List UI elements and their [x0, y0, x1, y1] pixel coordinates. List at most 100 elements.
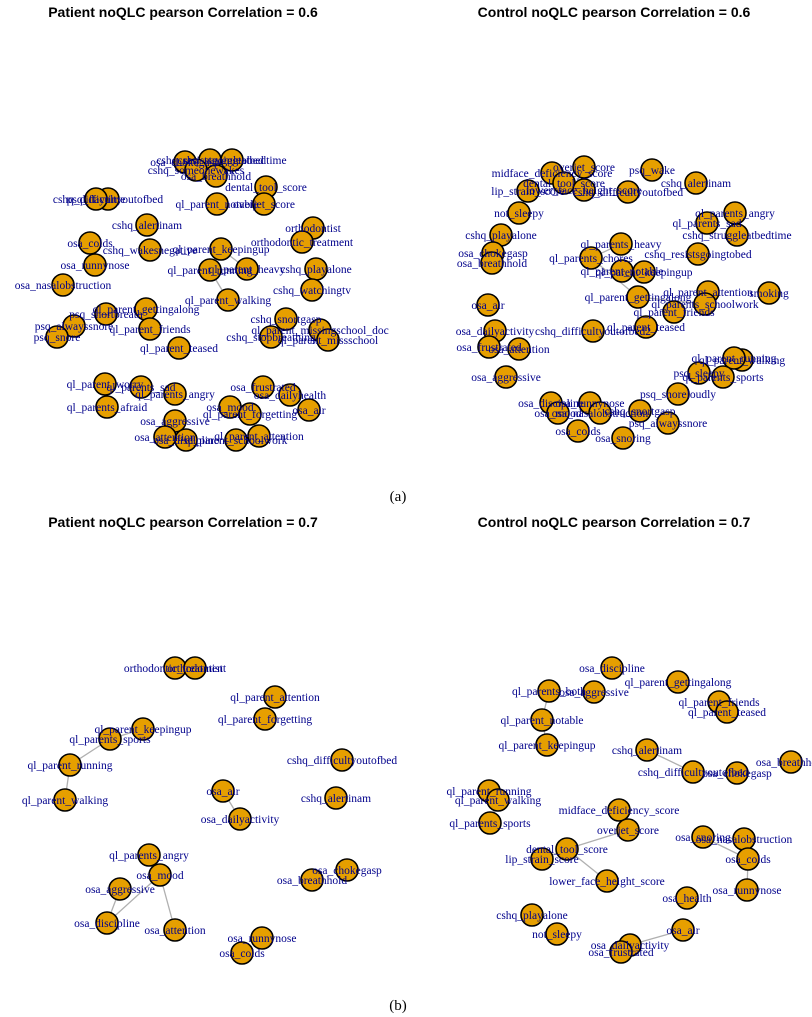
network-node — [611, 426, 635, 450]
node-label: ql_parent_keepingup — [595, 267, 692, 279]
network-node — [486, 788, 510, 812]
node-label: cshq_playalone — [280, 264, 352, 276]
network-node — [579, 246, 603, 270]
node-label: cshq_alertinam — [112, 220, 182, 232]
node-label: osa_aggressive — [559, 687, 629, 699]
node-label: ql_parents_chores — [549, 253, 633, 265]
network-node — [588, 401, 612, 425]
node-label: ql_parent_friends — [678, 697, 760, 709]
node-label: osa_frustrated — [588, 947, 653, 959]
node-label: osa_runnynose — [61, 260, 130, 272]
network-node — [662, 300, 686, 324]
network-node — [230, 941, 254, 965]
node-label: psq_wake — [629, 165, 675, 177]
node-label: osa_chokegasp — [150, 157, 220, 169]
node-label: ql_parent_attention — [230, 692, 320, 704]
node-label: osa_colds — [725, 854, 771, 866]
network-node — [609, 940, 633, 964]
node-label: ql_parent_gettingalong — [585, 292, 692, 304]
network-node — [722, 346, 746, 370]
network-panel-2: overjet_score psq_wake midface_deficiency_… — [456, 155, 792, 450]
caption-a: (a) — [390, 489, 407, 505]
network-node — [324, 786, 348, 810]
network-node — [83, 253, 107, 277]
node-label: overjet_score — [233, 199, 295, 211]
node-label: ql_parents_sports — [449, 818, 531, 830]
network-node — [290, 230, 314, 254]
network-node — [220, 148, 244, 172]
node-label: ql_parent_teased — [688, 707, 766, 719]
node-label: ql_parent_missschool — [278, 335, 378, 347]
node-label: ql_parent_running — [168, 265, 253, 277]
node-label: osa_snoring — [595, 433, 651, 445]
node-label: ql_parents_sports — [69, 734, 151, 746]
panel-title-control-07: Control noQLC pearson Correlation = 0.7 — [478, 514, 751, 530]
network-node — [691, 825, 715, 849]
node-label: ql_parent_teased — [607, 322, 685, 334]
node-label: osa_attention — [144, 925, 206, 937]
network-node — [516, 179, 540, 203]
network-node — [247, 424, 271, 448]
network-node — [507, 201, 531, 225]
panel-title-control-06: Control noQLC pearson Correlation = 0.6 — [478, 4, 751, 20]
node-label: ql_parent_worry — [67, 379, 144, 391]
node-label: ql_parent_keepingup — [498, 740, 595, 752]
node-label: ql_parent_keepingup — [172, 244, 269, 256]
network-node — [163, 918, 187, 942]
network-node — [537, 679, 561, 703]
node-label: ql_parent_running — [447, 786, 532, 798]
network-node — [330, 748, 354, 772]
node-label: midface_deficiency_score — [559, 805, 680, 817]
node-label: ql_parent_walking — [185, 295, 271, 307]
node-label: ql_parent_schoolwork — [185, 435, 288, 447]
network-node — [572, 155, 596, 179]
node-label: ql_parent_notable — [175, 199, 258, 211]
node-label: ql_parent_notable — [580, 266, 663, 278]
node-label: osa_runnynose — [228, 933, 297, 945]
node-label: ql_parent_running — [692, 353, 777, 365]
network-node — [253, 707, 277, 731]
node-label: osa_dailyactivity — [456, 326, 535, 338]
node-label: ql_parent_running — [28, 760, 113, 772]
node-label: osa_nasalobstruction — [552, 408, 649, 420]
network-node — [198, 258, 222, 282]
node-label: lower_face_height_score — [549, 876, 665, 888]
node-label: osa_breathhold — [756, 757, 812, 769]
network-node — [671, 918, 695, 942]
node-label: ql_parent_attention — [663, 287, 753, 299]
node-label: orthodontic_treatment — [124, 663, 227, 675]
network-node — [725, 223, 749, 247]
node-label: cshq_stopbreathing — [226, 332, 316, 344]
node-label: osa_breathhold — [457, 258, 528, 270]
network-node — [211, 779, 235, 803]
node-label: osa_air — [206, 786, 239, 798]
node-label: osa_discipline — [74, 918, 140, 930]
node-label: ql_parent_missingschool_doc — [251, 325, 388, 337]
network-node — [138, 317, 162, 341]
node-label: osa_mood — [136, 870, 184, 882]
network-node — [545, 922, 569, 946]
network-node — [600, 656, 624, 680]
network-node — [656, 411, 680, 435]
network-node — [693, 292, 717, 316]
network-node — [477, 335, 501, 359]
network-node — [686, 242, 710, 266]
network-node — [204, 164, 228, 188]
node-label: psq_alwayssnore — [629, 418, 708, 430]
node-label: psq_daytime — [67, 194, 126, 206]
network-node — [167, 336, 191, 360]
node-label: psq_snore — [34, 332, 81, 344]
node-label: lip_strain_score — [505, 854, 578, 866]
node-label: osa_dailyactivity — [201, 814, 280, 826]
node-label: cshq_playalone — [465, 230, 537, 242]
node-label: osa_discipline — [153, 435, 219, 447]
node-label: cshq_snortgasp — [251, 314, 322, 326]
network-node — [757, 281, 781, 305]
node-label: osa_colds — [67, 238, 113, 250]
node-label: ql_parent_walking — [22, 795, 108, 807]
network-node — [238, 402, 262, 426]
node-label: overjet_score — [597, 825, 659, 837]
network-node — [609, 232, 633, 256]
node-label: ql_parents_sad — [107, 382, 176, 394]
